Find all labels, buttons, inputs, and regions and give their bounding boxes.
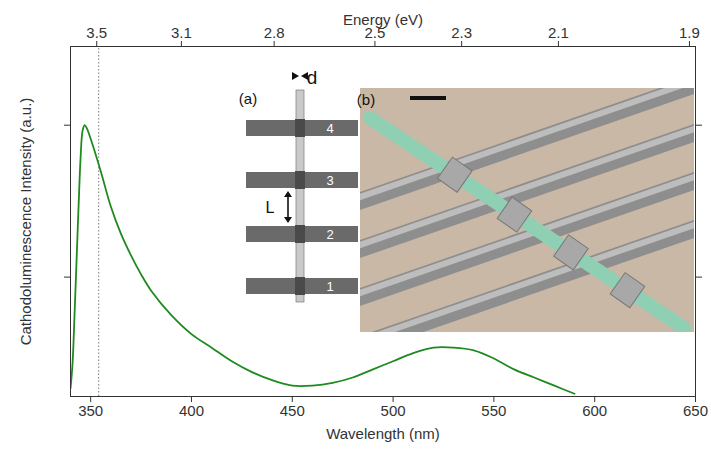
svg-text:2: 2 [326, 227, 333, 242]
svg-text:2.5: 2.5 [364, 23, 386, 41]
svg-text:4: 4 [326, 121, 333, 136]
svg-text:550: 550 [481, 402, 506, 419]
svg-text:350: 350 [78, 402, 103, 419]
svg-text:3.5: 3.5 [86, 24, 107, 41]
svg-text:d: d [307, 67, 318, 88]
svg-text:650: 650 [683, 402, 708, 419]
svg-text:Wavelength (nm): Wavelength (nm) [326, 425, 440, 442]
svg-text:1.9: 1.9 [679, 24, 700, 41]
svg-text:2.1: 2.1 [548, 24, 569, 41]
svg-text:(a): (a) [239, 90, 257, 107]
svg-text:3.1: 3.1 [171, 24, 192, 41]
svg-text:(b): (b) [357, 91, 375, 108]
svg-text:L: L [266, 199, 275, 216]
svg-text:2.3: 2.3 [451, 24, 472, 41]
svg-text:600: 600 [582, 402, 607, 419]
svg-text:500: 500 [381, 402, 406, 419]
svg-text:1: 1 [326, 279, 333, 294]
svg-text:Energy (eV): Energy (eV) [343, 11, 423, 28]
svg-text:Cathodoluminescence Intensity: Cathodoluminescence Intensity (a.u.) [17, 98, 34, 346]
svg-text:2.8: 2.8 [264, 24, 285, 41]
svg-text:450: 450 [280, 402, 305, 419]
svg-text:3: 3 [326, 173, 333, 188]
svg-text:400: 400 [179, 402, 204, 419]
